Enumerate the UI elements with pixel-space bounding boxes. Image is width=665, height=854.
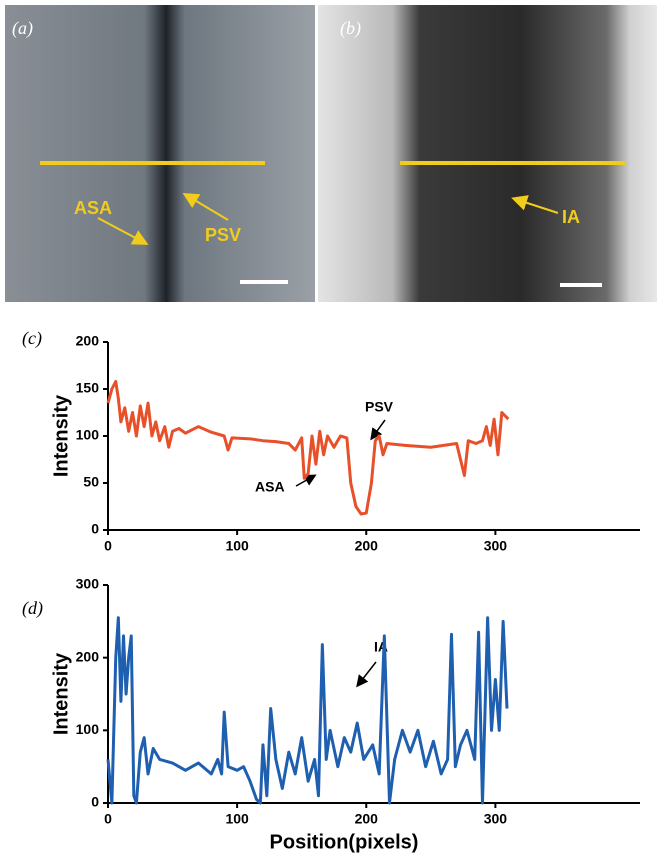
- x-tick-label: 0: [104, 811, 112, 827]
- y-tick-label: 100: [76, 721, 100, 737]
- arrow: [511, 195, 559, 214]
- image-annotation: PSV: [205, 225, 241, 245]
- arrow: [356, 661, 377, 688]
- y-axis-label: Intensity: [50, 394, 72, 477]
- x-tick-label: 200: [355, 811, 379, 827]
- panel-label: (b): [340, 18, 361, 39]
- annotation: PSV: [365, 399, 394, 415]
- x-tick-label: 200: [355, 538, 379, 554]
- micrograph-a: [5, 5, 315, 302]
- annotation: ASA: [255, 479, 285, 495]
- image-annotation: IA: [562, 207, 580, 227]
- panel-label: (c): [22, 328, 42, 349]
- y-tick-label: 0: [91, 794, 99, 810]
- y-axis-label: Intensity: [50, 652, 72, 735]
- y-tick-label: 50: [83, 474, 99, 490]
- micrograph-b: [318, 5, 657, 302]
- x-tick-label: 100: [225, 811, 249, 827]
- arrow: [295, 474, 317, 487]
- arrow: [97, 217, 149, 245]
- panel-label: (d): [22, 598, 43, 619]
- arrow: [370, 419, 386, 441]
- x-tick-label: 300: [484, 538, 508, 554]
- arrow: [182, 192, 229, 221]
- image-annotation: ASA: [74, 198, 112, 218]
- y-tick-label: 100: [76, 427, 100, 443]
- data-line: [106, 616, 509, 805]
- data-line: [106, 379, 510, 516]
- x-tick-label: 0: [104, 538, 112, 554]
- x-tick-label: 100: [225, 538, 249, 554]
- x-axis-label: Position(pixels): [270, 831, 419, 853]
- x-tick-label: 300: [484, 811, 508, 827]
- y-tick-label: 150: [76, 380, 100, 396]
- y-tick-label: 200: [76, 648, 100, 664]
- panel-label: (a): [12, 18, 33, 39]
- y-tick-label: 200: [76, 333, 100, 349]
- y-tick-label: 0: [91, 521, 99, 537]
- y-tick-label: 300: [76, 576, 100, 592]
